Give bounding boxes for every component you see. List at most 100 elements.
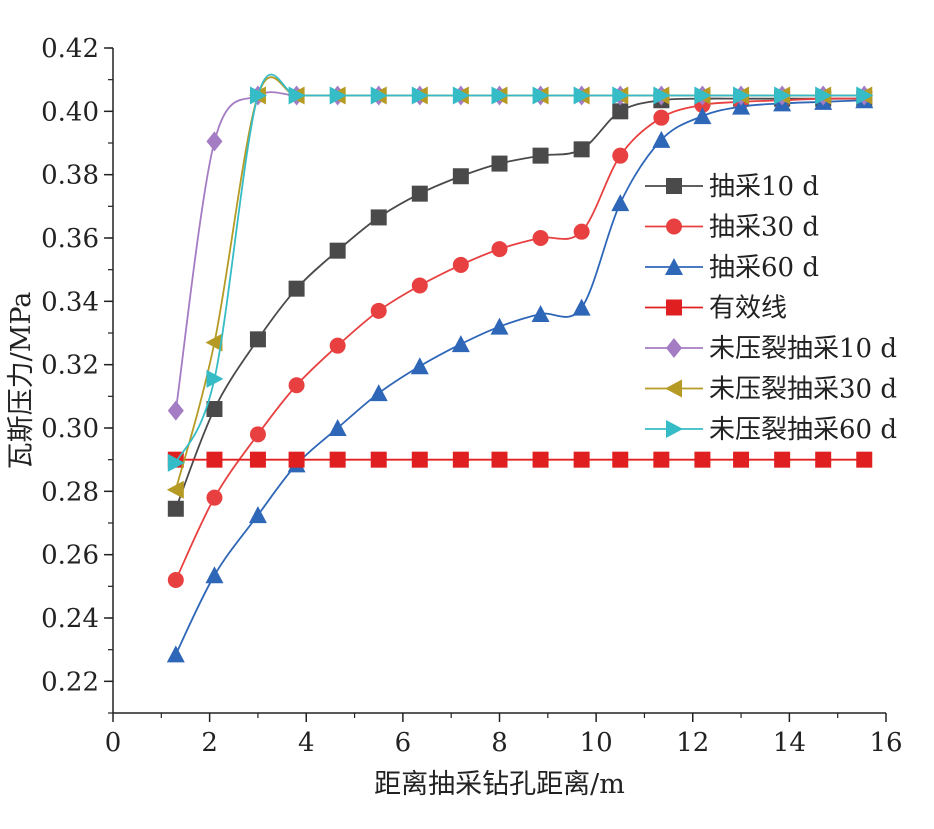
data-point <box>249 451 266 468</box>
legend-item: 抽采10 d <box>645 172 819 202</box>
data-point <box>249 86 267 105</box>
legend-label: 有效线 <box>709 294 787 324</box>
data-point <box>370 209 387 226</box>
x-tick-label: 6 <box>395 728 412 758</box>
x-tick-label: 14 <box>773 728 806 758</box>
data-point <box>167 453 185 472</box>
data-point <box>167 500 184 517</box>
y-tick-label: 0.38 <box>41 161 99 191</box>
data-point <box>288 451 305 468</box>
data-point <box>694 451 711 468</box>
legend-label: 未压裂抽采30 d <box>709 375 897 405</box>
data-point <box>733 451 750 468</box>
data-point <box>491 241 508 258</box>
legend-marker <box>666 218 682 235</box>
legend-marker <box>666 299 682 316</box>
data-point <box>411 277 428 294</box>
data-point <box>329 242 346 259</box>
x-tick-label: 4 <box>298 728 315 758</box>
y-tick-label: 0.42 <box>41 34 99 64</box>
data-point <box>328 419 347 436</box>
data-point <box>248 506 267 524</box>
data-point <box>249 426 266 443</box>
data-point <box>653 109 670 126</box>
data-point <box>491 451 508 468</box>
data-point <box>329 451 346 468</box>
data-point <box>206 451 223 468</box>
data-point <box>249 331 266 348</box>
data-point <box>733 86 751 105</box>
legend-item: 有效线 <box>645 294 787 324</box>
data-point <box>532 86 550 105</box>
data-point <box>166 645 185 663</box>
legend-label: 抽采60 d <box>709 253 819 283</box>
data-point <box>531 305 550 322</box>
data-point <box>573 451 590 468</box>
data-point <box>369 384 388 402</box>
series-3 <box>166 91 874 663</box>
data-point <box>652 130 671 148</box>
data-point <box>856 86 874 105</box>
data-point <box>451 335 470 353</box>
data-point <box>206 401 223 417</box>
data-point <box>329 86 347 105</box>
data-point <box>732 97 751 115</box>
data-point <box>815 451 832 468</box>
data-point <box>612 451 629 468</box>
legend-label: 抽采10 d <box>709 172 819 202</box>
data-point <box>452 86 470 105</box>
data-point <box>815 86 833 105</box>
x-tick-label: 0 <box>105 728 122 758</box>
data-point <box>411 451 428 468</box>
y-axis-title: 瓦斯压力/MPa <box>6 292 37 470</box>
data-point <box>693 107 712 125</box>
x-tick-label: 8 <box>491 728 508 758</box>
y-tick-label: 0.40 <box>41 97 99 127</box>
data-point <box>573 223 590 240</box>
data-point <box>532 147 549 164</box>
legend-marker <box>666 178 682 194</box>
legend-marker <box>666 338 682 358</box>
data-point <box>612 147 629 164</box>
data-point <box>774 86 792 105</box>
x-tick-label: 12 <box>676 728 709 758</box>
data-point <box>612 103 629 120</box>
data-point <box>452 451 469 468</box>
data-point <box>205 566 224 584</box>
data-point <box>411 185 428 202</box>
y-tick-label: 0.28 <box>41 477 99 507</box>
data-point <box>370 86 388 105</box>
x-tick-label: 2 <box>201 728 218 758</box>
legend-item: 未压裂抽采30 d <box>645 375 897 405</box>
data-point <box>329 337 346 354</box>
data-point <box>694 86 712 105</box>
legend-item: 未压裂抽采10 d <box>645 334 897 364</box>
data-point <box>573 141 590 158</box>
data-point <box>410 357 429 375</box>
y-tick-label: 0.34 <box>41 287 99 317</box>
data-point <box>452 168 469 185</box>
data-point <box>532 230 549 246</box>
data-point <box>452 256 469 273</box>
y-tick-label: 0.30 <box>41 414 99 444</box>
y-tick-label: 0.22 <box>41 667 99 697</box>
data-point <box>205 333 223 352</box>
x-tick-label: 16 <box>869 728 902 758</box>
axes: 0 2 4 6 8 10 12 14 16 0.22 0.24 0.26 0.28 0.30 0.32 0.3… <box>41 34 902 758</box>
data-point <box>288 86 306 105</box>
y-tick-label: 0.26 <box>41 541 99 571</box>
data-point <box>370 451 387 468</box>
legend-marker <box>666 420 683 438</box>
data-point <box>491 155 508 172</box>
data-point <box>206 131 223 152</box>
data-point <box>573 86 591 105</box>
x-tick-label: 10 <box>580 728 613 758</box>
data-point <box>288 377 305 394</box>
series-4 <box>167 451 873 468</box>
legend-marker <box>665 258 683 275</box>
legend-item: 未压裂抽采60 d <box>645 415 897 445</box>
legend-marker <box>665 379 682 398</box>
y-tick-label: 0.32 <box>41 351 99 381</box>
